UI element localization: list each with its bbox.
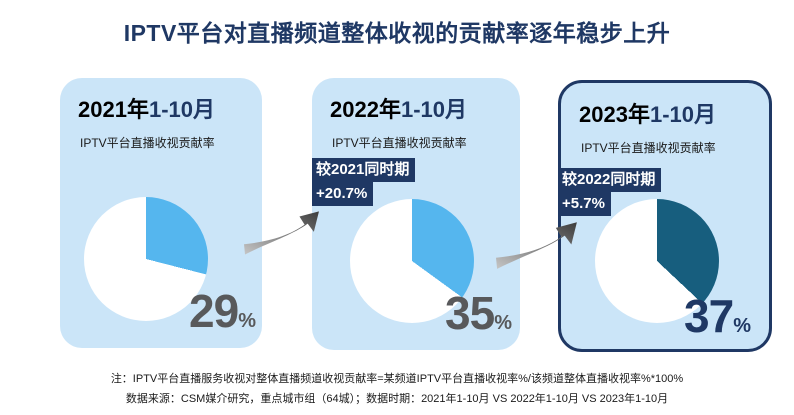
metric-label: IPTV平台直播收视贡献率 xyxy=(80,136,215,150)
pie-chart-2022 xyxy=(350,199,474,323)
panel-year: 2021年 xyxy=(78,97,149,122)
panel-year: 2023年 xyxy=(579,102,650,127)
value-label-2023: 37% xyxy=(684,293,751,339)
value-number: 29 xyxy=(189,285,239,337)
panel-title-2022: 2022年1-10月 xyxy=(330,92,467,124)
growth-arrow-icon xyxy=(244,211,319,255)
year-panel-2022: 2022年1-10月 IPTV平台直播收视贡献率 较2021同时期 +20.7%… xyxy=(312,78,520,350)
yoy-badge-line: +20.7% xyxy=(312,182,374,206)
yoy-badge-line: +5.7% xyxy=(558,192,611,216)
percent-sign: % xyxy=(238,310,256,332)
footnote-source: 数据来源：CSM媒介研究，重点城市组（64城）；数据时期：2021年1-10月 … xyxy=(125,393,669,405)
footnote-formula: 注：IPTV平台直播服务收视对整体直播频道收视贡献率=某频道IPTV平台直播收视… xyxy=(110,373,684,385)
value-label-2021: 29% xyxy=(189,288,256,334)
yoy-badge-2022: 较2021同时期 +20.7% xyxy=(312,158,416,206)
yoy-badge-line: 较2021同时期 xyxy=(312,158,416,182)
value-label-2022: 35% xyxy=(445,290,512,336)
panel-period: 1-10月 xyxy=(148,97,215,122)
metric-label: IPTV平台直播收视贡献率 xyxy=(332,136,467,150)
growth-arrow-icon xyxy=(496,222,577,269)
value-number: 37 xyxy=(684,290,734,342)
panel-title-2021: 2021年1-10月 xyxy=(78,92,215,124)
percent-sign: % xyxy=(733,315,751,337)
year-panel-2021: 2021年1-10月 IPTV平台直播收视贡献率 29% xyxy=(60,78,262,348)
page-title: IPTV平台对直播频道整体收视的贡献率逐年稳步上升 xyxy=(123,20,671,46)
metric-label: IPTV平台直播收视贡献率 xyxy=(581,141,716,155)
value-number: 35 xyxy=(445,287,495,339)
panel-year: 2022年 xyxy=(330,97,401,122)
yoy-badge-2023: 较2022同时期 +5.7% xyxy=(558,168,662,216)
percent-sign: % xyxy=(494,312,512,334)
yoy-badge-line: 较2022同时期 xyxy=(558,168,662,192)
year-panel-2023: 2023年1-10月 IPTV平台直播收视贡献率 较2022同时期 +5.7% … xyxy=(558,80,772,352)
pie-chart-2023 xyxy=(595,199,719,323)
footnotes: 注：IPTV平台直播服务收视对整体直播频道收视贡献率=某频道IPTV平台直播收视… xyxy=(0,369,794,409)
panel-period: 1-10月 xyxy=(400,97,467,122)
pie-chart-2021 xyxy=(84,197,208,321)
panel-period: 1-10月 xyxy=(649,102,716,127)
panel-title-2023: 2023年1-10月 xyxy=(579,97,716,129)
